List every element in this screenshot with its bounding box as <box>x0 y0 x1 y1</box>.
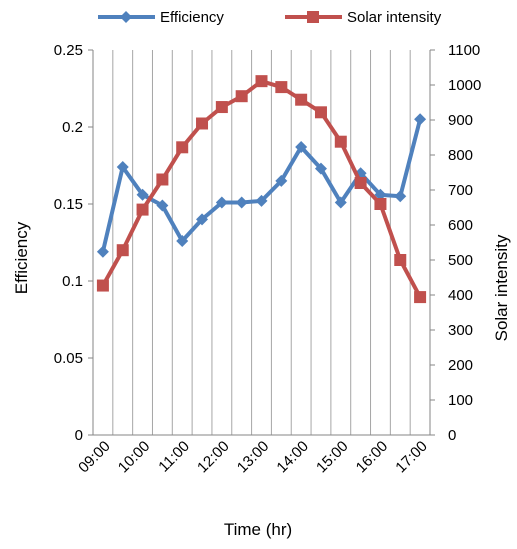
x-tick-label: 12:00 <box>194 438 233 477</box>
x-axis-title: Time (hr) <box>224 520 292 539</box>
series-solar-intensity <box>96 75 427 304</box>
right-tick-label: 200 <box>448 357 473 374</box>
left-axis-tick-labels: 0 0.05 0.1 0.15 0.2 0.25 <box>54 42 83 444</box>
x-tick-label: 14:00 <box>273 438 312 477</box>
solar-intensity-point <box>295 93 308 106</box>
solar-intensity-point <box>96 279 109 292</box>
efficiency-point <box>96 245 109 258</box>
legend-item-solar-intensity: Solar intensity <box>285 9 442 26</box>
solar-intensity-point <box>414 291 427 304</box>
efficiency-line <box>100 118 423 253</box>
legend-item-efficiency: Efficiency <box>98 9 224 26</box>
efficiency-point <box>295 141 308 154</box>
solar-intensity-point <box>215 101 228 114</box>
axes <box>88 49 435 436</box>
legend: Efficiency Solar intensity <box>98 9 442 26</box>
solar-intensity-point <box>156 173 169 186</box>
efficiency-point <box>334 196 347 209</box>
right-tick-label: 100 <box>448 392 473 409</box>
left-tick-label: 0.25 <box>54 42 83 59</box>
legend-solar-intensity-marker <box>307 11 319 23</box>
left-tick-label: 0.1 <box>62 273 83 290</box>
right-axis-title: Solar intensity <box>492 234 511 341</box>
solar-intensity-point <box>235 90 248 103</box>
efficiency-point <box>374 188 387 201</box>
left-axis-title: Efficiency <box>12 221 31 294</box>
efficiency-point <box>394 190 407 203</box>
legend-efficiency-label: Efficiency <box>160 9 224 26</box>
efficiency-point <box>275 174 288 187</box>
left-tick-label: 0 <box>75 427 83 444</box>
solar-intensity-point <box>255 75 268 88</box>
left-tick-label: 0.15 <box>54 196 83 213</box>
x-tick-label: 11:00 <box>155 438 193 476</box>
x-tick-label: 16:00 <box>353 438 392 477</box>
right-tick-label: 900 <box>448 112 473 129</box>
right-tick-label: 600 <box>448 217 473 234</box>
left-tick-label: 0.2 <box>62 119 83 136</box>
solar-intensity-point <box>136 203 149 216</box>
solar-intensity-point <box>314 106 327 119</box>
efficiency-point <box>235 196 248 209</box>
right-tick-label: 1100 <box>448 42 480 59</box>
efficiency-point <box>255 194 268 207</box>
right-tick-label: 400 <box>448 287 473 304</box>
left-tick-label: 0.05 <box>54 350 83 367</box>
legend-solar-intensity-label: Solar intensity <box>347 9 442 26</box>
right-tick-label: 700 <box>448 182 473 199</box>
x-axis-tick-labels: 09:00 10:00 11:00 12:00 13:00 14:00 15:00 16:00… <box>75 438 431 477</box>
solar-intensity-point <box>176 141 189 154</box>
legend-efficiency-marker <box>120 11 132 23</box>
efficiency-point <box>176 234 189 247</box>
series-layer <box>96 75 427 304</box>
x-tick-label: 15:00 <box>313 438 352 477</box>
solar-intensity-point <box>196 117 209 130</box>
right-tick-label: 300 <box>448 322 473 339</box>
right-tick-label: 1000 <box>448 77 481 94</box>
efficiency-point <box>156 199 169 212</box>
gridlines <box>92 50 431 435</box>
right-tick-label: 500 <box>448 252 473 269</box>
x-tick-label: 13:00 <box>234 438 273 477</box>
efficiency-point <box>196 213 209 226</box>
efficiency-point <box>136 188 149 201</box>
efficiency-point <box>116 161 129 174</box>
right-axis-tick-labels: 0 100 200 300 400 500 600 700 800 900 1000 1100 <box>448 42 481 444</box>
series-efficiency <box>96 113 427 258</box>
x-tick-label: 10:00 <box>115 438 154 477</box>
solar-intensity-point <box>334 135 347 148</box>
right-tick-label: 800 <box>448 147 473 164</box>
efficiency-point <box>314 162 327 175</box>
efficiency-point <box>215 196 228 209</box>
solar-intensity-point <box>116 244 129 257</box>
solar-intensity-point <box>275 81 288 94</box>
right-tick-label: 0 <box>448 427 456 444</box>
solar-intensity-point <box>374 198 387 210</box>
x-tick-label: 17:00 <box>392 438 431 477</box>
solar-intensity-point <box>394 254 407 266</box>
solar-intensity-point <box>354 177 367 189</box>
efficiency-point <box>414 113 427 126</box>
